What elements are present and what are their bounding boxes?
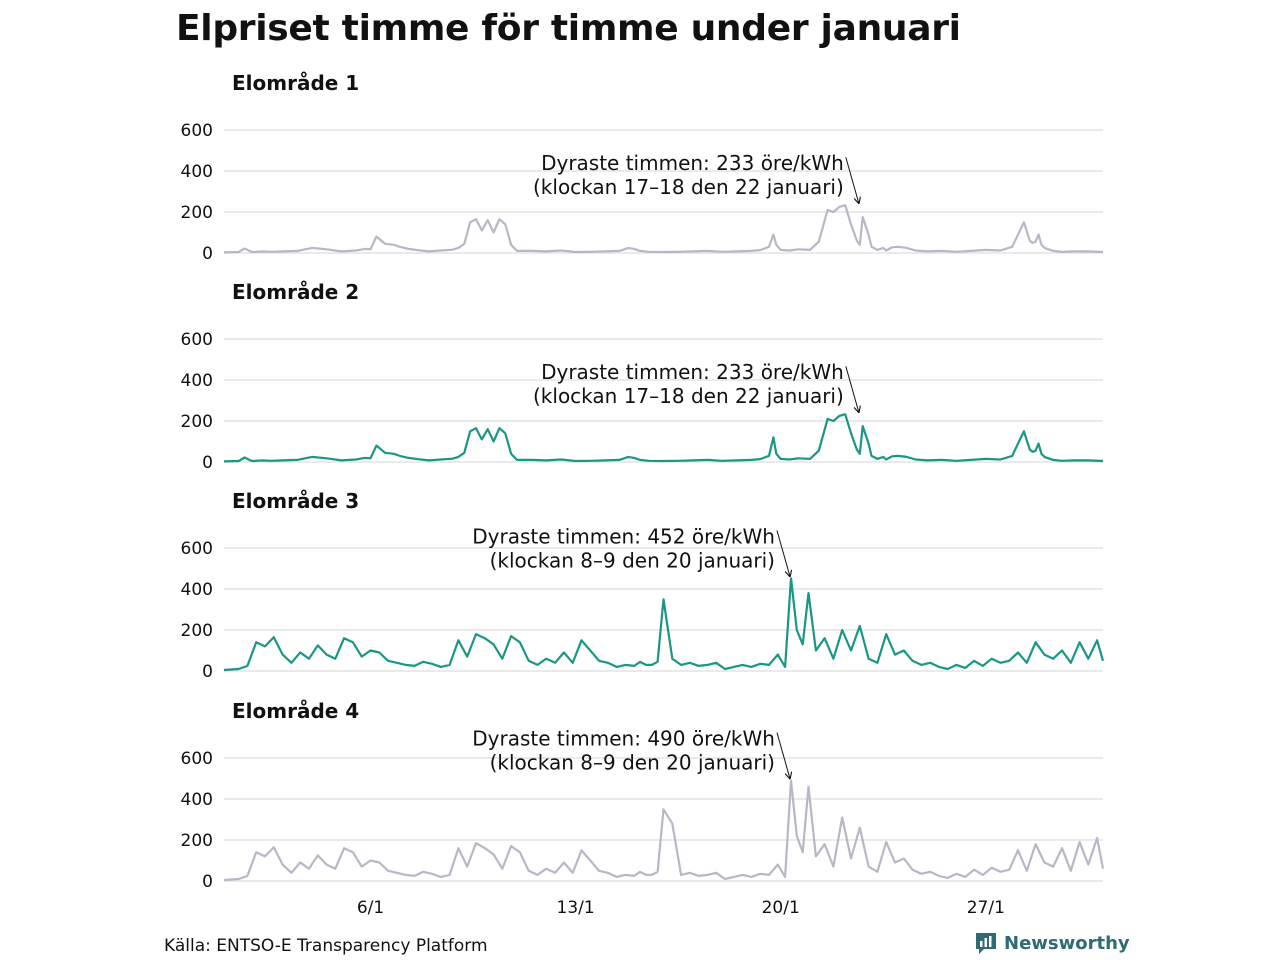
annotation-arrow	[776, 530, 790, 576]
x-tick-label: 13/1	[557, 898, 595, 918]
source-note: Källa: ENTSO-E Transparency Platform	[164, 936, 488, 956]
annotation-arrow	[845, 366, 859, 412]
x-tick-label: 6/1	[357, 898, 384, 918]
annotation-arrow	[845, 157, 859, 203]
y-tick-label: 0	[202, 662, 213, 682]
annotation-line1: Dyraste timmen: 452 öre/kWh	[472, 524, 775, 548]
annotation-line2: (klockan 17–18 den 22 januari)	[533, 175, 844, 199]
y-tick-label: 400	[181, 580, 213, 600]
y-tick-label: 200	[181, 621, 213, 641]
y-tick-label: 200	[181, 412, 213, 432]
annotation-line1: Dyraste timmen: 490 öre/kWh	[472, 727, 775, 751]
y-tick-label: 400	[181, 371, 213, 391]
series-line	[223, 204, 1104, 254]
x-tick-label: 20/1	[762, 898, 800, 918]
y-tick-label: 600	[181, 330, 213, 350]
annotation-line2: (klockan 8–9 den 20 januari)	[490, 751, 775, 775]
y-tick-label: 400	[181, 790, 213, 810]
annotation-line1: Dyraste timmen: 233 öre/kWh	[541, 151, 844, 175]
chart-title: Elpriset timme för timme under januari	[176, 8, 961, 49]
annotation-line2: (klockan 8–9 den 20 januari)	[490, 548, 775, 572]
annotation-line1: Dyraste timmen: 233 öre/kWh	[541, 360, 844, 384]
y-tick-label: 0	[202, 453, 213, 473]
panel-subtitle: Elområde 3	[232, 489, 359, 513]
y-tick-label: 400	[181, 162, 213, 182]
newsworthy-logo-icon	[976, 933, 996, 954]
y-tick-label: 200	[181, 831, 213, 851]
y-tick-label: 600	[181, 539, 213, 559]
x-tick-label: 27/1	[967, 898, 1005, 918]
series-line	[223, 413, 1104, 463]
y-tick-label: 600	[181, 749, 213, 769]
series-line	[223, 577, 1105, 672]
y-tick-label: 600	[181, 121, 213, 141]
panel-subtitle: Elområde 2	[232, 280, 359, 304]
brand-logo: Newsworthy	[974, 931, 1130, 955]
y-tick-label: 0	[202, 872, 213, 892]
panel-subtitle: Elområde 4	[232, 699, 359, 723]
series-line	[223, 779, 1105, 882]
y-tick-label: 0	[202, 244, 213, 264]
brand-name: Newsworthy	[1004, 932, 1130, 954]
y-tick-label: 200	[181, 203, 213, 223]
annotation-line2: (klockan 17–18 den 22 januari)	[533, 384, 844, 408]
panel-subtitle: Elområde 1	[232, 71, 359, 95]
annotation-arrow	[776, 732, 790, 779]
